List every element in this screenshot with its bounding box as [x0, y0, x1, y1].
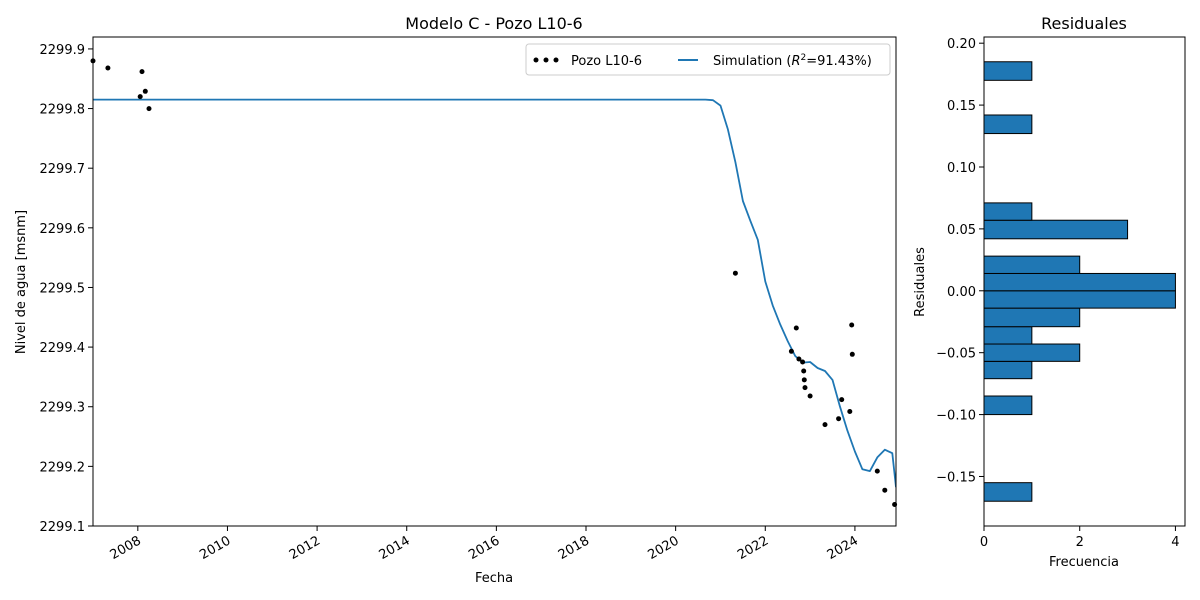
- histogram-bar: [983, 219, 1129, 240]
- right-y-axis-label: Residuales: [913, 247, 928, 317]
- residual-tick-label: −0.05: [936, 347, 976, 362]
- left-plot-area: [90, 58, 898, 507]
- x-tick-label: 2014: [377, 533, 413, 563]
- histogram-bar: [983, 326, 1033, 345]
- observed-point: [839, 397, 845, 403]
- right-axes-frame: [983, 36, 1186, 527]
- observed-point: [807, 393, 813, 399]
- observed-point: [139, 69, 145, 75]
- right-plot-area: [983, 61, 1176, 502]
- x-tick-label: 2016: [466, 533, 502, 563]
- observed-point: [874, 468, 880, 474]
- right-x-axis-label: Frecuencia: [1049, 555, 1119, 570]
- simulation-line: [93, 98, 896, 488]
- observed-point: [732, 270, 738, 276]
- observed-point: [793, 325, 799, 331]
- residual-tick-label: 0.00: [947, 285, 976, 300]
- histogram-bar: [983, 255, 1081, 274]
- residual-tick-label: −0.15: [936, 470, 976, 485]
- y-tick-label: 2299.4: [40, 341, 86, 356]
- observed-point: [882, 487, 888, 493]
- legend: Pozo L10-6 Simulation (R2=91.43%): [525, 43, 891, 76]
- legend-simulation-label: Simulation (R2=91.43%): [713, 53, 872, 69]
- residuals-histogram: Residuales −0.15 −0.10 −0.05 0.00 0.05 0.10 0.…: [913, 14, 1186, 570]
- y-tick-label: 2299.1: [40, 520, 86, 535]
- histogram-bar: [983, 343, 1081, 362]
- observed-point: [801, 368, 807, 374]
- histogram-bar: [983, 290, 1176, 309]
- y-tick-label: 2299.6: [40, 222, 86, 237]
- frequency-tick-label: 4: [1171, 535, 1179, 550]
- histogram-bar: [983, 272, 1176, 292]
- residual-tick-label: 0.20: [947, 37, 976, 52]
- histogram-bar: [983, 202, 1033, 221]
- left-x-axis-label: Fecha: [475, 571, 513, 586]
- observed-point: [836, 416, 842, 422]
- residual-tick-label: 0.10: [947, 161, 976, 176]
- residual-tick-label: 0.15: [947, 99, 976, 114]
- left-axis-ticks: 2299.1 2299.2 2299.3 2299.4 2299.5 2299.6 2299…: [40, 43, 861, 563]
- x-tick-label: 2020: [645, 533, 681, 563]
- y-tick-label: 2299.3: [40, 401, 86, 416]
- observed-point: [849, 351, 855, 357]
- observed-point: [800, 359, 806, 365]
- x-tick-label: 2018: [556, 533, 592, 563]
- y-tick-label: 2299.9: [40, 43, 86, 58]
- observed-point: [822, 422, 828, 428]
- left-axes-frame: [92, 36, 897, 527]
- histogram-bar: [983, 307, 1081, 328]
- histogram-bar: [983, 114, 1033, 135]
- x-tick-label: 2024: [825, 533, 861, 563]
- frequency-tick-label: 2: [1076, 535, 1084, 550]
- observed-point: [105, 65, 111, 71]
- y-tick-label: 2299.2: [40, 460, 86, 475]
- right-axis-ticks: −0.15 −0.10 −0.05 0.00 0.05 0.10 0.15 0.20 0 2 4: [936, 37, 1179, 550]
- histogram-bar: [983, 482, 1033, 502]
- observed-point: [849, 322, 855, 328]
- legend-frame: [525, 43, 891, 76]
- residual-tick-label: 0.05: [947, 223, 976, 238]
- residual-tick-label: −0.10: [936, 409, 976, 424]
- observed-point: [796, 356, 802, 362]
- observed-point: [788, 348, 794, 354]
- observed-point: [802, 385, 808, 391]
- x-tick-label: 2010: [197, 533, 233, 563]
- legend-observed-label: Pozo L10-6: [571, 54, 642, 69]
- y-tick-label: 2299.8: [40, 103, 86, 118]
- observed-point: [137, 94, 143, 100]
- left-y-axis-label: Nivel de agua [msnm]: [14, 210, 29, 354]
- x-tick-label: 2008: [108, 533, 144, 563]
- frequency-tick-label: 0: [980, 535, 988, 550]
- histogram-bar: [983, 395, 1033, 416]
- x-tick-label: 2022: [735, 533, 771, 563]
- water-level-chart: Modelo C - Pozo L10-6 2299.1 2299.2 2299.3…: [14, 14, 898, 586]
- observed-point: [142, 88, 148, 94]
- observed-point: [847, 409, 853, 414]
- y-tick-label: 2299.5: [40, 281, 86, 296]
- observed-point: [146, 106, 152, 112]
- observed-point: [801, 377, 807, 383]
- right-chart-title: Residuales: [1041, 14, 1127, 33]
- histogram-bar: [983, 360, 1033, 380]
- legend-observed-marker: [533, 57, 559, 63]
- histogram-bar: [983, 61, 1033, 81]
- y-tick-label: 2299.7: [40, 162, 86, 177]
- left-chart-title: Modelo C - Pozo L10-6: [405, 14, 582, 33]
- x-tick-label: 2012: [287, 533, 323, 563]
